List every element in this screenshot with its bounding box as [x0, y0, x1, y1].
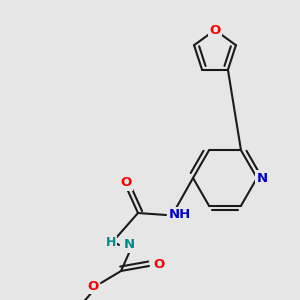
Text: N: N — [256, 172, 268, 184]
Text: O: O — [209, 23, 220, 37]
Text: NH: NH — [169, 208, 191, 221]
Text: H: H — [106, 236, 116, 250]
Text: O: O — [87, 280, 99, 292]
Text: N: N — [123, 238, 135, 251]
Text: O: O — [153, 257, 165, 271]
Text: O: O — [120, 176, 132, 190]
